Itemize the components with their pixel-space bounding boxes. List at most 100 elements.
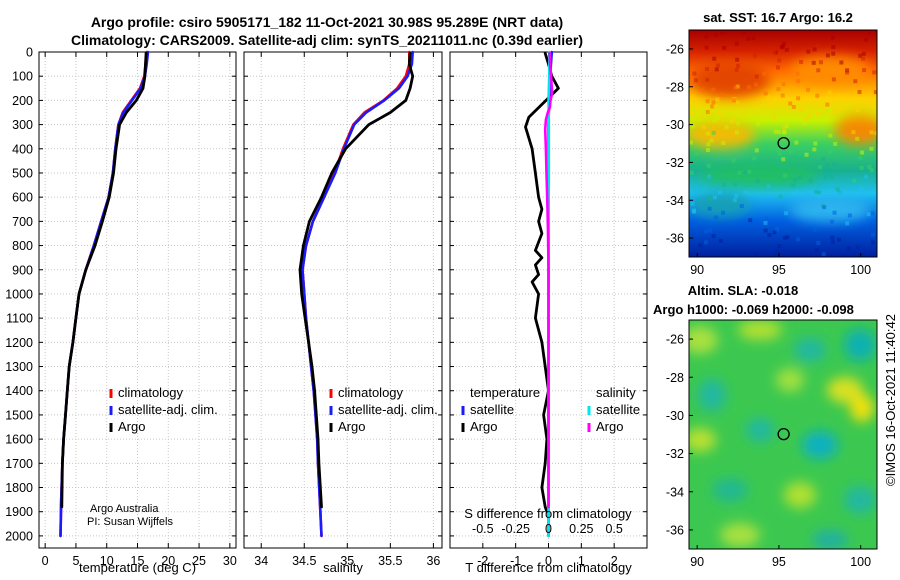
sst-pixel [698,243,703,248]
salinity-xtick-label: 34.5 [292,554,316,568]
sst-pixel [714,32,719,37]
sst-pixel [835,187,840,192]
sst-pixel [808,178,813,183]
sst-pixel [689,81,694,86]
figure-title-line1: Argo profile: csiro 5905171_182 11-Oct-2… [91,14,563,30]
sst-pixel [864,37,869,42]
sst-pixel [855,136,860,141]
sst-pixel [815,248,820,253]
sst-pixel [855,245,860,250]
sst-pixel [837,255,841,257]
sst-pixel [795,71,800,76]
sst-pixel [794,140,799,145]
sst-pixel [691,209,696,214]
sst-pixel [796,78,800,83]
diff-top-tick-label: -0.25 [501,522,530,536]
sst-pixel [707,174,711,179]
sst-pixel [819,60,823,65]
sla_map-ytick-label: -34 [666,485,684,499]
credit-line2: PI: Susan Wijffels [87,516,173,528]
sst-pixel [735,84,740,89]
sst-pixel [816,68,821,73]
sst-pixel [743,189,748,194]
sst-pixel [816,241,821,245]
sst-pixel [692,71,697,76]
diff-legend-temp-label: satellite [470,402,514,417]
sst-pixel [748,218,753,223]
depth-tick-label: 1600 [5,433,33,447]
sst-pixel [845,221,850,226]
sst-pixel [714,67,719,72]
sst-pixel [706,142,711,147]
sst-pixel [735,57,740,62]
sst-pixel [832,210,837,215]
sst-pixel [788,101,793,106]
sst-pixel [705,67,709,71]
sst-pixel [778,194,783,199]
sst-pixel [756,121,760,126]
sst-pixel [776,65,780,70]
depth-tick-label: 1500 [5,408,33,422]
sst-pixel [828,149,833,154]
sst-pixel [704,45,709,50]
sst-pixel [837,237,841,242]
sst-pixel [872,70,877,75]
sst-pixel [831,51,836,56]
sst-pixel [771,115,776,120]
diff-legend-temp-title: temperature [470,385,540,400]
sla_map-xtick-label: 95 [772,555,786,569]
sst-pixel [806,49,811,54]
sst-pixel [828,133,833,138]
sla_map-xtick-label: 100 [850,555,871,569]
sst-pixel [821,252,826,257]
sst-pixel [707,196,712,201]
sst-pixel [812,147,817,152]
sst-pixel [811,60,816,65]
sst_map-xtick-label: 90 [690,263,704,277]
diff-legend-temp-label: Argo [470,419,497,434]
sst-pixel [791,105,796,109]
sst-pixel [836,93,841,98]
temperature-xtick-label: 10 [100,554,114,568]
sst_map-xtick-label: 100 [850,263,871,277]
sst-pixel [711,130,716,135]
sst-pixel [712,118,717,123]
sst-pixel [816,194,821,198]
salinity-series-argo [298,51,415,509]
depth-tick-label: 100 [12,70,33,84]
sst_map-xtick-label: 95 [772,263,786,277]
sla_map-xtick-label: 90 [690,555,704,569]
sst-pixel [742,30,747,34]
sst-pixel [734,130,739,135]
sst-pixel [704,240,708,245]
sst-pixel [714,215,719,220]
sst-pixel [731,118,735,123]
sst-pixel [754,148,759,153]
sst-pixel [754,251,759,256]
sst-pixel [721,141,726,145]
sst-pixel [873,90,877,95]
sst-pixel [782,235,787,240]
sst-pixel [699,88,704,93]
sst-pixel [709,138,714,143]
depth-tick-label: 800 [12,239,33,253]
depth-tick-label: 300 [12,118,33,132]
sst-pixel [781,41,786,46]
sst-pixel [705,99,710,104]
sla-argo-marker [777,427,790,441]
sst-pixel [863,174,868,179]
sst-pixel [721,210,725,215]
temperature-series-climatology [59,50,148,538]
diff-top-tick-label: 0.25 [569,522,593,536]
sst-pixel [791,183,796,188]
sst-pixel [852,178,857,183]
salinity-legend-label: satellite-adj. clim. [338,402,438,417]
sst-pixel [735,100,740,105]
temperature-series-satellite-adj-clim- [59,50,150,538]
sst-pixel [773,129,778,134]
credit-line1: Argo Australia [90,503,159,515]
sst-pixel [754,74,759,79]
sst_map-ytick-label: -34 [666,194,684,208]
sst-pixel [869,168,874,173]
